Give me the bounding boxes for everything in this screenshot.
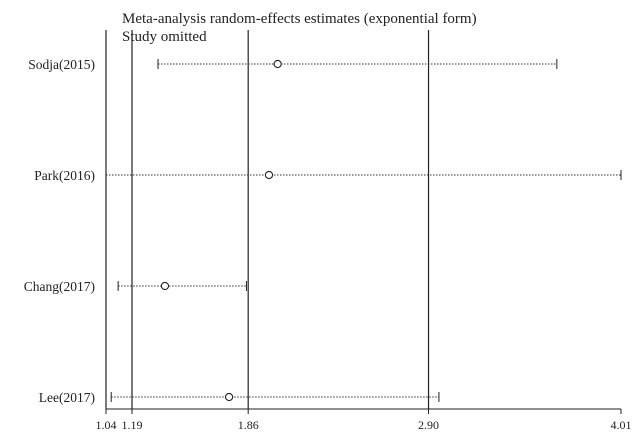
study-label: Lee(2017): [39, 390, 95, 405]
reference-lines: [105, 30, 430, 409]
study-row: Lee(2017): [39, 390, 440, 405]
study-label: Chang(2017): [24, 279, 95, 294]
point-estimate: [264, 170, 274, 180]
study-label: Sodja(2015): [28, 57, 95, 72]
x-tick-label: 2.90: [418, 418, 439, 432]
chart-subtitle: Study omitted: [122, 29, 207, 45]
point-estimate: [224, 392, 234, 402]
x-ticks: 1.04 1.19 1.86 2.90 4.01: [96, 409, 632, 432]
x-tick-label: 1.86: [238, 418, 259, 432]
study-rows: Sodja(2015) Park(2016) Chang(2017) Lee(2017…: [24, 57, 622, 405]
point-estimate: [273, 59, 282, 69]
study-label: Park(2016): [34, 168, 95, 183]
chart-title: Meta-analysis random-effects estimates (…: [122, 11, 477, 27]
point-estimate: [160, 281, 170, 291]
study-row: Sodja(2015): [28, 57, 558, 72]
study-row: Park(2016): [34, 168, 622, 183]
study-row: Chang(2017): [24, 279, 247, 294]
x-tick-label: 1.04: [96, 418, 117, 432]
x-tick-label: 1.19: [122, 418, 143, 432]
x-tick-label: 4.01: [611, 418, 632, 432]
